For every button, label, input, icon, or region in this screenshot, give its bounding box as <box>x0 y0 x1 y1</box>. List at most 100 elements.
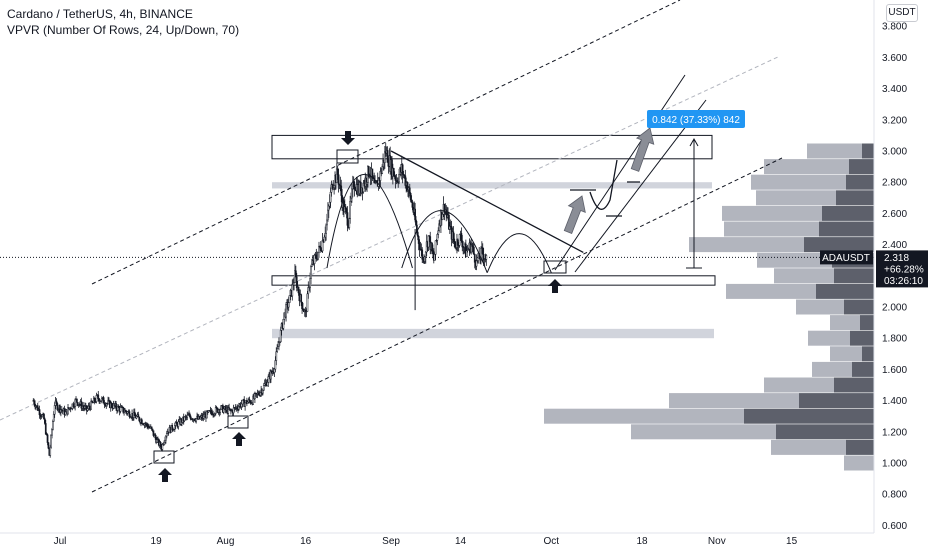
currency-button[interactable]: USDT <box>886 4 918 22</box>
candle-body <box>86 408 89 411</box>
candle-body <box>325 224 327 234</box>
candle-body <box>146 423 149 427</box>
measure-label: 0.842 (37.33%) 842 <box>652 115 740 126</box>
volume-bar-down <box>816 283 874 299</box>
candle-body <box>418 243 421 250</box>
candle-body <box>436 234 439 241</box>
candle-body <box>228 407 230 410</box>
volume-bar-down <box>852 361 874 377</box>
candle-body <box>41 414 44 418</box>
candle-body <box>164 439 166 443</box>
volume-bar-down <box>834 377 874 393</box>
arrow-up-oct <box>548 279 562 293</box>
candle-body <box>340 185 343 196</box>
candle-body <box>186 414 189 418</box>
candle-body <box>327 205 330 211</box>
candle-body <box>411 201 414 208</box>
y-tick-label: 2.600 <box>882 209 907 220</box>
candle-body <box>52 420 54 430</box>
candle-body <box>381 166 384 174</box>
candle-body <box>386 150 389 163</box>
volume-bar-up <box>669 393 799 409</box>
candle-body <box>44 418 46 424</box>
candle-body <box>328 201 331 207</box>
candle-body <box>427 235 430 248</box>
volume-bar-up <box>751 174 846 190</box>
candle-body <box>291 284 294 297</box>
candle-body <box>84 406 86 409</box>
volume-bar-up <box>844 455 874 471</box>
candle-body <box>394 176 397 181</box>
candle-body <box>300 294 303 303</box>
candle-body <box>333 185 335 189</box>
candle-body <box>326 219 328 226</box>
support-box <box>271 275 716 286</box>
candle-body <box>128 411 131 417</box>
candle-body <box>173 425 176 430</box>
volume-bar-down <box>822 205 874 221</box>
volume-bar-down <box>860 315 874 331</box>
candle-body <box>408 187 411 194</box>
candle-body <box>93 397 96 402</box>
candle-body <box>105 403 108 406</box>
y-tick-label: 3.800 <box>882 22 907 33</box>
y-tick-label: 3.200 <box>882 115 907 126</box>
candle-body <box>123 411 125 413</box>
last-price-label: ADAUSDT 2.318+66.28%03:26:10 <box>820 250 928 288</box>
candle-body <box>351 188 353 199</box>
candle-body <box>126 411 129 414</box>
candle-body <box>433 254 436 261</box>
candle-body <box>432 250 434 255</box>
candle-body <box>141 419 143 424</box>
volume-bar-down <box>744 408 874 424</box>
candle-body <box>267 376 270 383</box>
candle-body <box>329 191 332 203</box>
candle-body <box>473 246 475 255</box>
arc-2 <box>401 210 488 273</box>
candle-body <box>434 240 437 255</box>
x-tick-label: Jul <box>54 536 67 547</box>
candle-body <box>275 351 278 361</box>
symbol-tag: ADAUSDT <box>822 253 870 264</box>
candle-body <box>482 254 485 261</box>
volume-bar-up <box>756 190 836 206</box>
descending-trendline <box>390 150 584 253</box>
candle-body <box>49 446 52 456</box>
gray-zone-upper <box>272 182 712 189</box>
candle-body <box>315 254 318 259</box>
candle-body <box>337 174 340 185</box>
candle-body <box>350 197 352 202</box>
candle-body <box>456 239 459 246</box>
candle-body <box>371 168 374 178</box>
volume-bar-up <box>808 330 850 346</box>
candle-body <box>90 400 93 410</box>
volume-bar-down <box>862 346 874 362</box>
candle-body <box>240 403 243 408</box>
arrow-up-aug <box>232 432 246 446</box>
candle-body <box>76 398 78 403</box>
candle-body <box>55 400 58 404</box>
candle-body <box>473 253 476 263</box>
y-tick-label: 1.200 <box>882 427 907 438</box>
y-tick-label: 2.800 <box>882 178 907 189</box>
candle-body <box>262 385 265 391</box>
candle-body <box>161 443 164 450</box>
candle-body <box>349 200 351 219</box>
candle-body <box>252 395 254 405</box>
volume-bar-up <box>830 315 860 331</box>
candle-body <box>273 368 276 373</box>
y-tick-label: 1.800 <box>882 334 907 345</box>
candle-body <box>287 302 290 308</box>
volume-bar-down <box>819 221 874 237</box>
candle-body <box>481 247 484 255</box>
candle-body <box>460 233 463 242</box>
candle-body <box>276 348 279 352</box>
candle-body <box>295 270 297 278</box>
candle-body <box>318 245 320 253</box>
pivot-box-oct <box>543 260 567 274</box>
annotation-zones <box>271 134 716 339</box>
candle-body <box>367 166 370 177</box>
candle-body <box>117 405 119 411</box>
y-tick-label: 3.000 <box>882 147 907 158</box>
